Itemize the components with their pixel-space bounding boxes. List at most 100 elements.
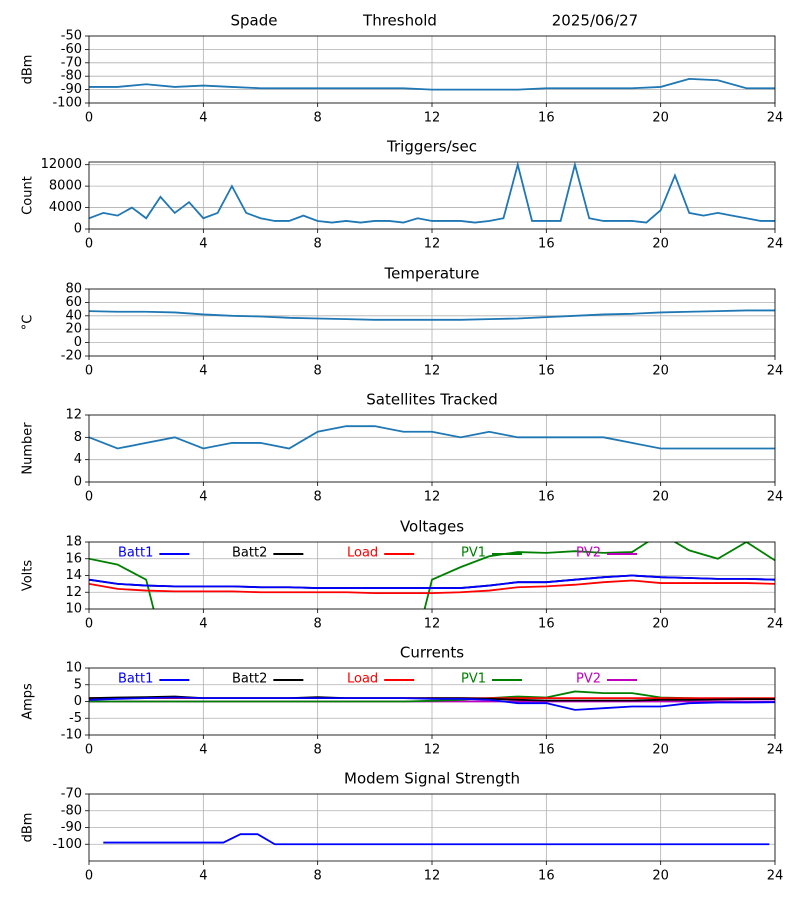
y-tick-label: 10 <box>65 661 82 676</box>
legend-label: PV2 <box>576 672 601 687</box>
x-tick-label: 0 <box>85 490 93 505</box>
panel-title: Currents <box>400 644 464 662</box>
y-tick-label: 0 <box>74 694 82 709</box>
plot-frame <box>88 35 776 104</box>
data-line <box>89 77 775 91</box>
x-tick-label: 0 <box>85 111 93 126</box>
y-axis-label: Number <box>21 422 36 475</box>
header-text: 2025/06/27 <box>552 12 638 30</box>
panel-title: Triggers/sec <box>386 138 477 156</box>
x-tick-label: 12 <box>424 869 441 884</box>
y-tick-label: -5 <box>69 711 82 726</box>
x-tick-label: 4 <box>199 364 207 379</box>
x-tick-label: 24 <box>767 490 784 505</box>
y-tick-label: 8000 <box>49 179 82 194</box>
data-line <box>103 833 770 846</box>
x-tick-label: 8 <box>314 237 322 252</box>
series-line <box>89 579 775 594</box>
y-axis-label: dBm <box>21 813 36 843</box>
legend-label: Load <box>347 546 378 561</box>
y-tick-label: -70 <box>61 787 82 802</box>
x-tick-label: 20 <box>652 617 669 632</box>
x-tick-label: 0 <box>85 743 93 758</box>
y-tick-label: 18 <box>65 535 82 550</box>
y-tick-label: 16 <box>65 551 82 566</box>
legend-label: Batt2 <box>232 546 267 561</box>
y-tick-label: 8 <box>74 430 82 445</box>
y-axis-label: °C <box>21 315 36 331</box>
x-tick-label: 4 <box>199 869 207 884</box>
x-tick-label: 16 <box>538 490 555 505</box>
panel-title: Satellites Tracked <box>366 391 497 409</box>
x-tick-label: 24 <box>767 237 784 252</box>
x-tick-label: 4 <box>199 111 207 126</box>
x-tick-label: 12 <box>424 364 441 379</box>
y-tick-label: -90 <box>61 82 82 97</box>
y-axis-label: Volts <box>21 560 36 592</box>
legend-label: Load <box>347 672 378 687</box>
x-tick-label: 12 <box>424 617 441 632</box>
x-tick-label: 8 <box>314 490 322 505</box>
legend-label: PV2 <box>576 546 601 561</box>
legend-label: Batt2 <box>232 672 267 687</box>
legend-label: PV1 <box>461 546 486 561</box>
x-tick-label: 0 <box>85 869 93 884</box>
y-tick-label: 12000 <box>41 157 82 172</box>
plot-frame <box>88 414 776 483</box>
data-line <box>89 162 775 224</box>
panel-title: Voltages <box>400 518 464 536</box>
x-tick-label: 0 <box>85 237 93 252</box>
header-text: Spade <box>231 12 278 30</box>
x-tick-label: 8 <box>314 743 322 758</box>
x-tick-label: 20 <box>652 743 669 758</box>
panel-title: Temperature <box>383 265 479 283</box>
y-tick-label: -90 <box>61 820 82 835</box>
y-axis-label: Amps <box>21 683 36 720</box>
legend-label: Batt1 <box>118 546 153 561</box>
y-tick-label: 20 <box>65 322 82 337</box>
x-tick-label: 20 <box>652 364 669 379</box>
y-tick-label: 12 <box>65 408 82 423</box>
x-tick-label: 4 <box>199 490 207 505</box>
x-tick-label: 12 <box>424 490 441 505</box>
x-tick-label: 4 <box>199 617 207 632</box>
x-tick-label: 16 <box>538 617 555 632</box>
x-tick-label: 8 <box>314 617 322 632</box>
x-tick-label: 12 <box>424 743 441 758</box>
x-tick-label: 16 <box>538 743 555 758</box>
x-tick-label: 20 <box>652 490 669 505</box>
x-tick-label: 0 <box>85 617 93 632</box>
y-tick-label: 0 <box>74 222 82 237</box>
y-tick-label: 5 <box>74 677 82 692</box>
y-tick-label: -100 <box>52 837 82 852</box>
data-line <box>89 425 775 450</box>
y-tick-label: -50 <box>61 29 82 44</box>
x-tick-label: 20 <box>652 111 669 126</box>
y-tick-label: 4000 <box>49 200 82 215</box>
plot-frame <box>88 793 776 862</box>
y-tick-label: 40 <box>65 308 82 323</box>
plot-frame <box>88 288 776 357</box>
data-line <box>89 309 775 321</box>
plot-frame <box>88 541 776 610</box>
x-tick-label: 4 <box>199 743 207 758</box>
y-tick-label: 0 <box>74 335 82 350</box>
panel-title: Modem Signal Strength <box>344 770 520 788</box>
y-tick-label: 80 <box>65 282 82 297</box>
plot-frame <box>88 161 776 230</box>
y-tick-label: -80 <box>61 803 82 818</box>
x-tick-label: 24 <box>767 617 784 632</box>
y-tick-label: -80 <box>61 69 82 84</box>
x-tick-label: 20 <box>652 869 669 884</box>
x-tick-label: 24 <box>767 111 784 126</box>
x-tick-label: 24 <box>767 364 784 379</box>
y-tick-label: 60 <box>65 295 82 310</box>
x-tick-label: 8 <box>314 364 322 379</box>
y-axis-label: dBm <box>21 55 36 85</box>
x-tick-label: 16 <box>538 237 555 252</box>
y-tick-label: -100 <box>52 96 82 111</box>
x-tick-label: 16 <box>538 111 555 126</box>
y-tick-label: -70 <box>61 55 82 70</box>
y-axis-label: Count <box>21 176 36 215</box>
x-tick-label: 24 <box>767 869 784 884</box>
